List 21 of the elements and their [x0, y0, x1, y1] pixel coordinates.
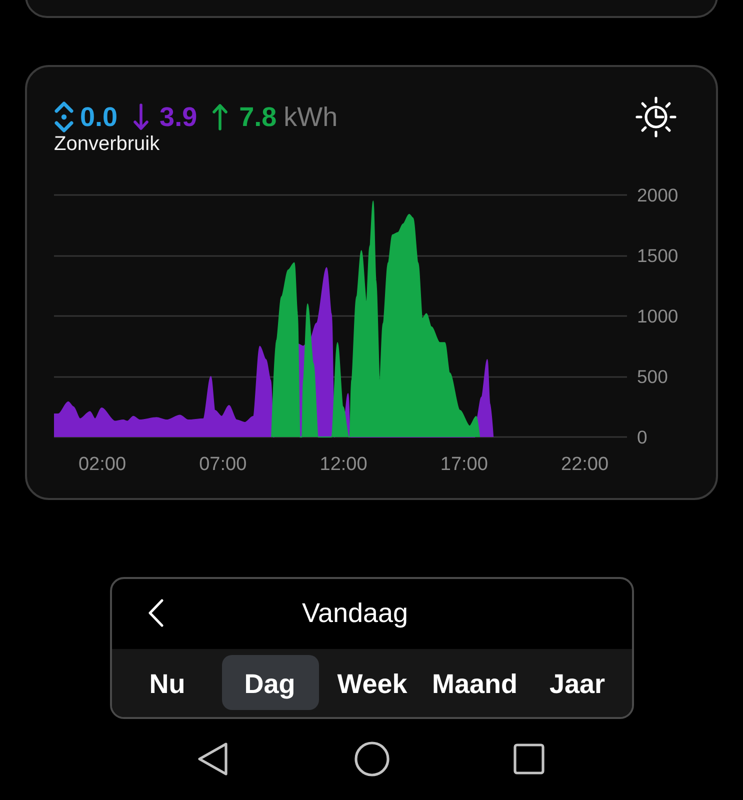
- y-tick-label: 1000: [637, 306, 678, 326]
- y-tick-label: 1500: [637, 245, 678, 266]
- x-tick-label: 12:00: [320, 454, 368, 475]
- x-tick-label: 17:00: [440, 454, 488, 475]
- text: 3.9: [160, 101, 198, 133]
- text: Jaar: [548, 668, 606, 701]
- text: Nu: [148, 668, 186, 701]
- y-tick-label: 2000: [637, 184, 678, 206]
- text: 0.0: [80, 101, 118, 133]
- text: Week: [336, 668, 408, 701]
- text: kWh: [284, 101, 338, 133]
- text: Vandaag: [300, 597, 410, 629]
- x-tick-label: 22:00: [561, 454, 609, 475]
- x-tick-label: 02:00: [78, 454, 126, 475]
- x-tick-label: 07:00: [199, 454, 247, 475]
- text: 7.8: [239, 101, 277, 133]
- y-tick-label: 0: [637, 426, 648, 448]
- y-tick-label: 500: [637, 366, 668, 387]
- text: Dag: [243, 668, 296, 701]
- chart-title: Zonverbruik: [54, 133, 160, 155]
- text: Maand: [430, 668, 518, 701]
